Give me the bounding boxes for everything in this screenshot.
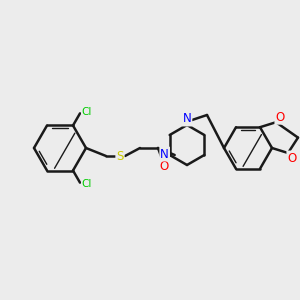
Text: Cl: Cl [82,178,92,189]
Text: Cl: Cl [82,107,92,117]
Text: O: O [287,152,297,164]
Text: O: O [275,111,285,124]
Text: N: N [160,148,169,160]
Text: N: N [183,112,191,125]
Text: O: O [159,160,169,173]
Text: S: S [116,149,124,163]
